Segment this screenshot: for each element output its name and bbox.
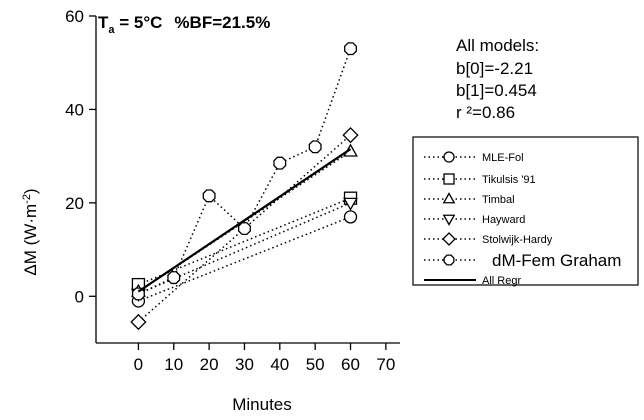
stats-line-r2: r ²=0.86 (456, 103, 515, 122)
x-tick-label-1: 10 (164, 355, 183, 374)
legend-item-timbal: Timbal (424, 192, 515, 206)
legend-item-tikulsis-91: Tikulsis '91 (424, 173, 536, 186)
point-dm-fem-graham-3 (237, 222, 251, 236)
series-stolwijk-hardy (130, 127, 359, 331)
title-bf: %BF=21.5% (174, 13, 270, 32)
legend-marker-stolwijk-hardy (442, 232, 456, 246)
series-dm-fem-graham (131, 42, 357, 301)
legend-box (412, 136, 639, 286)
legend-marker-mle-fol (443, 151, 455, 163)
y-tick-label-0: 0 (75, 287, 84, 306)
y-ticks: 0 20 40 60 (65, 7, 96, 306)
legend-item-stolwijk-hardy: Stolwijk-Hardy (424, 232, 553, 246)
y-axis-label-close: ) (21, 188, 40, 194)
point-dm-fem-graham-0 (131, 287, 145, 301)
stats-annotation: All models: b[0]=-2.21 b[1]=0.454 r ²=0.… (456, 36, 539, 122)
legend-item-mle-fol: MLE-Fol (424, 151, 524, 164)
y-tick-label-2: 40 (65, 100, 84, 119)
y-tick-label-1: 20 (65, 194, 84, 213)
point-hayward-1 (343, 197, 358, 211)
plot-area (130, 42, 359, 331)
point-dm-fem-graham-2 (202, 189, 216, 203)
legend-label-hayward: Hayward (482, 214, 525, 226)
y-axis-label: ΔM (W·m-2) (21, 188, 40, 275)
series-line-mle-fol (138, 216, 351, 302)
legend-label-dm-fem-graham: dM-Fem Graham (492, 251, 621, 270)
title-t-rest: = 5°C (115, 13, 163, 32)
legend-label-tikulsis-91: Tikulsis '91 (482, 174, 536, 186)
title-t-label: T (98, 13, 109, 32)
series-line-all-regr (137, 148, 352, 293)
point-mle-fol-1 (343, 210, 358, 224)
legend-marker-tikulsis-91 (443, 173, 455, 185)
y-axis-label-sup: -2 (21, 194, 33, 204)
x-tick-label-2: 20 (200, 355, 219, 374)
x-ticks: 0 10 20 30 40 50 60 70 (134, 343, 395, 374)
y-axis-label-main: ΔM (W·m (21, 204, 40, 276)
legend-marker-hayward (442, 214, 456, 226)
point-stolwijk-hardy-1 (342, 127, 359, 144)
point-stolwijk-hardy-0 (130, 313, 147, 331)
legend-label-all-regr: All Regr (482, 275, 521, 287)
x-axis-label: Minutes (232, 395, 292, 414)
legend-item-dm-fem-graham: dM-Fem Graham (424, 251, 621, 270)
point-dm-fem-graham-5 (308, 140, 322, 154)
legend-marker-timbal (442, 192, 456, 204)
legend-item-hayward: Hayward (424, 214, 525, 226)
x-tick-label-5: 50 (306, 355, 325, 374)
series-tikulsis-91 (131, 191, 358, 292)
stats-line-b0: b[0]=-2.21 (456, 59, 533, 78)
legend-label-mle-fol: MLE-Fol (482, 152, 524, 164)
legend-item-all-regr: All Regr (424, 275, 521, 287)
legend: MLE-Fol Tikulsis '91 Timbal Hayward Stolwijk… (424, 151, 621, 287)
series-line-tikulsis-91 (138, 197, 351, 286)
point-timbal-1 (343, 143, 358, 157)
title-t-subscript: a (108, 24, 115, 36)
stats-line-b1: b[1]=0.454 (456, 81, 537, 100)
legend-marker-dm-fem-graham (443, 254, 455, 266)
point-dm-fem-graham-1 (167, 271, 181, 285)
legend-label-stolwijk-hardy: Stolwijk-Hardy (482, 234, 553, 246)
series-hayward (131, 197, 358, 302)
series-all-regr (137, 148, 352, 293)
stats-line-title: All models: (456, 36, 539, 55)
y-tick-label-3: 60 (65, 7, 84, 26)
x-tick-label-6: 60 (341, 355, 360, 374)
point-dm-fem-graham-6 (344, 42, 357, 56)
x-tick-label-0: 0 (134, 355, 143, 374)
x-tick-label-3: 30 (235, 355, 254, 374)
point-dm-fem-graham-4 (273, 156, 287, 170)
axes (95, 16, 400, 344)
chart-title: Ta = 5°C %BF=21.5% (98, 13, 270, 36)
x-tick-label-7: 70 (376, 355, 395, 374)
legend-label-timbal: Timbal (482, 194, 515, 206)
x-tick-label-4: 40 (270, 355, 289, 374)
